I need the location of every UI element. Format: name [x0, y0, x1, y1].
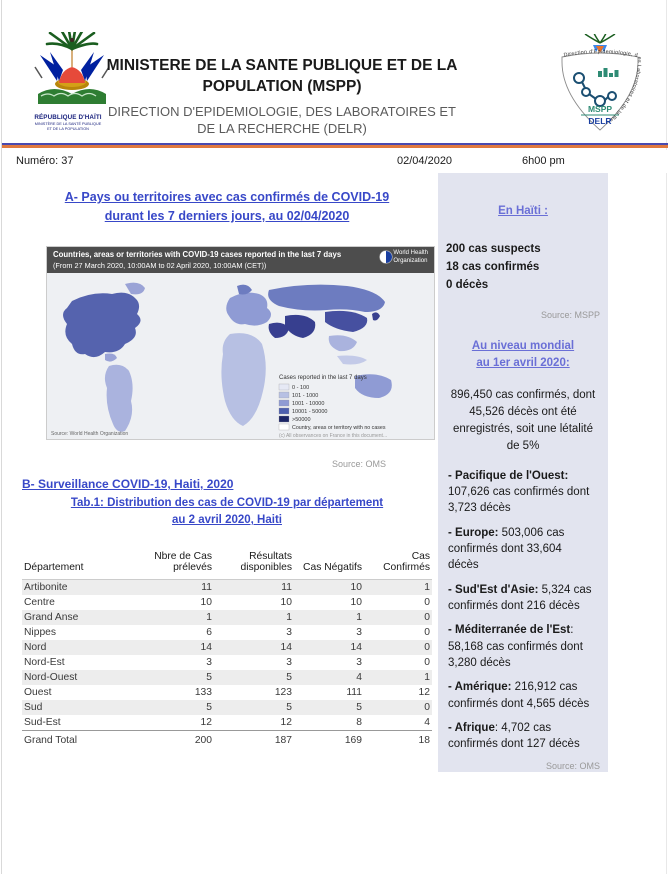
- svg-text:1001 - 10000: 1001 - 10000: [292, 401, 324, 407]
- svg-text:0 - 100: 0 - 100: [292, 385, 309, 391]
- svg-text:DELR: DELR: [588, 116, 611, 126]
- svg-text:MSPP: MSPP: [588, 104, 612, 114]
- svg-text:10001 - 50000: 10001 - 50000: [292, 409, 327, 415]
- svg-text:Cases reported in the last 7 d: Cases reported in the last 7 days: [279, 375, 367, 381]
- svg-text:(c) All observances on France: (c) All observances on France in this do…: [279, 433, 387, 439]
- svg-text:101 - 1000: 101 - 1000: [292, 393, 318, 399]
- svg-text:Country, areas or territory wi: Country, areas or territory with no case…: [292, 425, 386, 431]
- svg-text:>50000: >50000: [292, 417, 311, 423]
